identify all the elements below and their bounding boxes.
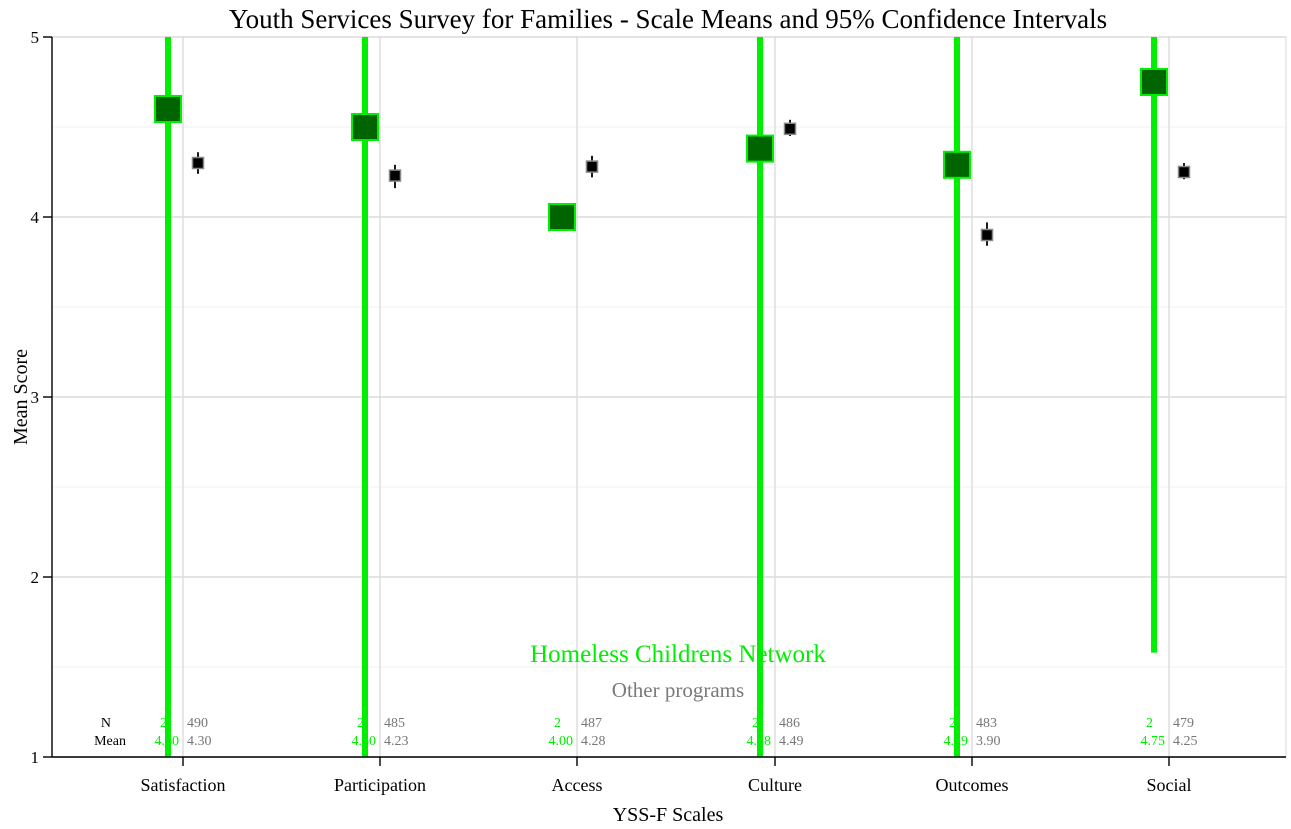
point-other-programs	[1177, 165, 1191, 179]
point-homeless-childrens-network	[351, 113, 379, 141]
table-mean-homeless-childrens-network: 4.00	[549, 734, 574, 749]
point-other-programs	[191, 156, 205, 170]
table-mean-homeless-childrens-network: 4.38	[747, 734, 772, 749]
x-tick-label: Participation	[334, 775, 426, 795]
x-tick-label: Social	[1147, 775, 1192, 795]
table-n-homeless-childrens-network: 2	[752, 716, 759, 731]
table-n-other-programs: 487	[581, 716, 602, 731]
mean-points	[154, 68, 1191, 242]
table-mean-homeless-childrens-network: 4.29	[944, 734, 969, 749]
table-n-other-programs: 479	[1173, 716, 1194, 731]
point-other-programs	[388, 169, 402, 182]
x-tick-label: Access	[552, 775, 603, 795]
point-homeless-childrens-network	[548, 203, 576, 231]
y-tick-label: 4	[31, 208, 40, 227]
table-row-label-n: N	[101, 716, 111, 731]
table-n-other-programs: 490	[187, 716, 208, 731]
legend-item-other-programs: Other programs	[612, 678, 744, 702]
x-tick-label: Outcomes	[936, 775, 1009, 795]
table-mean-other-programs: 4.49	[779, 734, 804, 749]
table-mean-other-programs: 4.28	[581, 734, 606, 749]
table-mean-other-programs: 3.90	[976, 734, 1001, 749]
point-other-programs	[783, 122, 797, 136]
chart-title: Youth Services Survey for Families - Sca…	[229, 4, 1107, 34]
y-tick-label: 3	[31, 388, 40, 407]
table-n-other-programs: 485	[384, 716, 405, 731]
point-homeless-childrens-network	[943, 150, 971, 179]
summary-table: N Mean 2 4.60 490 4.30 2 4.50 485 4.23 2 4.00 487 4.2…	[94, 716, 1197, 749]
x-axis-title: YSS-F Scales	[613, 804, 724, 826]
y-tick-label: 5	[31, 28, 40, 47]
table-mean-homeless-childrens-network: 4.75	[1141, 734, 1166, 749]
table-n-homeless-childrens-network: 2	[357, 716, 364, 731]
legend-item-homeless-childrens-network: Homeless Childrens Network	[530, 641, 826, 668]
table-mean-other-programs: 4.25	[1173, 734, 1198, 749]
axes: 1 2 3 4 5 Satisfaction Participation Access Cult…	[31, 28, 1286, 795]
x-tick-label: Culture	[748, 775, 802, 795]
table-mean-homeless-childrens-network: 4.50	[352, 734, 377, 749]
point-homeless-childrens-network	[154, 95, 182, 123]
y-axis-title: Mean Score	[10, 349, 32, 445]
table-n-other-programs: 483	[976, 716, 997, 731]
table-mean-other-programs: 4.30	[187, 734, 212, 749]
legend: Homeless Childrens Network Other program…	[530, 641, 826, 702]
table-n-other-programs: 486	[779, 716, 800, 731]
x-tick-label: Satisfaction	[141, 775, 226, 795]
table-mean-other-programs: 4.23	[384, 734, 409, 749]
table-n-homeless-childrens-network: 2	[949, 716, 956, 731]
y-tick-label: 2	[31, 568, 40, 587]
table-n-homeless-childrens-network: 2	[160, 716, 167, 731]
table-n-homeless-childrens-network: 2	[554, 716, 561, 731]
point-homeless-childrens-network	[1140, 68, 1168, 96]
table-n-homeless-childrens-network: 2	[1146, 716, 1153, 731]
y-tick-label: 1	[31, 748, 40, 767]
table-row-label-mean: Mean	[94, 734, 126, 749]
point-homeless-childrens-network	[746, 134, 774, 163]
point-other-programs	[980, 228, 994, 242]
table-mean-homeless-childrens-network: 4.60	[155, 734, 180, 749]
point-other-programs	[585, 160, 599, 173]
